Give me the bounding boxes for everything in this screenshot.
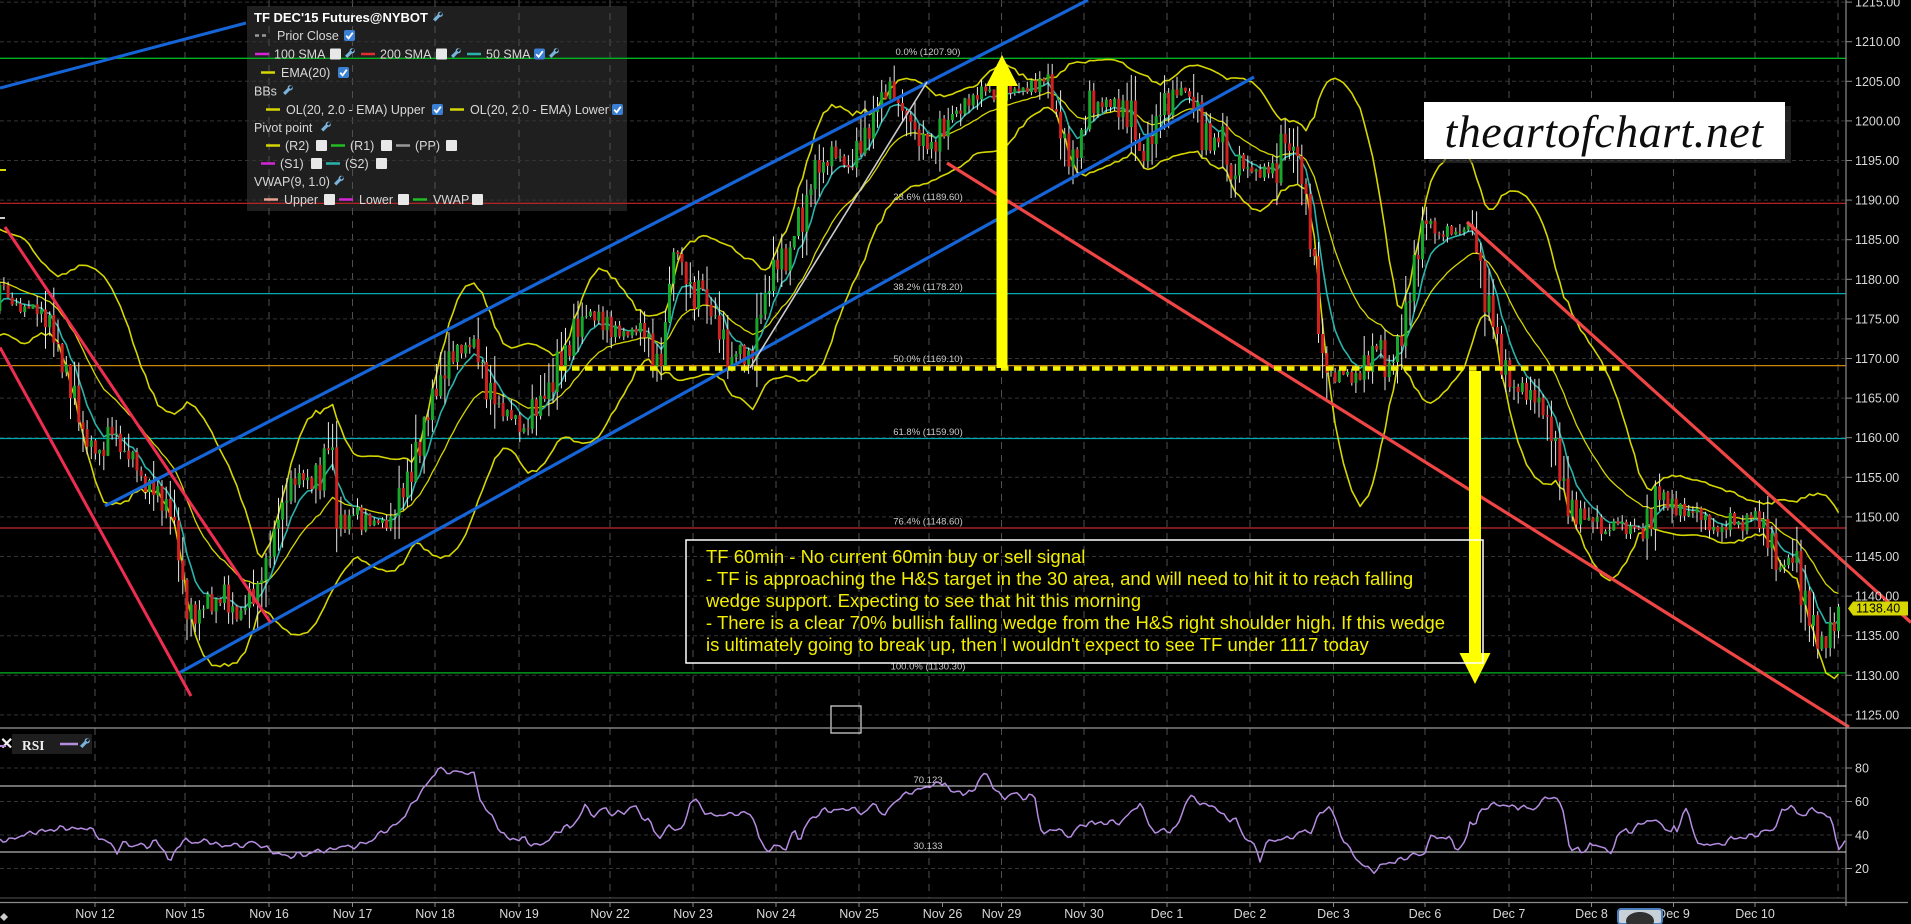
- svg-text:VWAP: VWAP: [433, 193, 469, 207]
- svg-text:80: 80: [1855, 762, 1869, 776]
- svg-text:1155.00: 1155.00: [1855, 471, 1899, 485]
- svg-text:70.123: 70.123: [913, 775, 942, 786]
- svg-text:is ultimately going to break u: is ultimately going to break up, then I …: [706, 634, 1369, 655]
- svg-text:Lower: Lower: [359, 193, 393, 207]
- svg-text:1185.00: 1185.00: [1855, 233, 1899, 247]
- svg-text:theartofchart.net: theartofchart.net: [1445, 106, 1765, 157]
- svg-text:50 SMA: 50 SMA: [486, 48, 531, 62]
- svg-text:30.133: 30.133: [913, 841, 942, 852]
- svg-text:(S2): (S2): [345, 157, 369, 171]
- svg-text:1175.00: 1175.00: [1855, 312, 1899, 326]
- svg-text:(S1): (S1): [280, 157, 304, 171]
- svg-text:1125.00: 1125.00: [1855, 708, 1899, 722]
- svg-text:1210.00: 1210.00: [1855, 35, 1900, 49]
- svg-text:Dec 2: Dec 2: [1234, 907, 1267, 921]
- svg-text:60: 60: [1855, 795, 1869, 809]
- svg-text:1200.00: 1200.00: [1855, 114, 1900, 128]
- svg-text:1160.00: 1160.00: [1855, 431, 1899, 445]
- svg-text:Nov 24: Nov 24: [756, 907, 796, 921]
- svg-text:Pivot point: Pivot point: [254, 121, 313, 135]
- svg-text:VWAP(9, 1.0): VWAP(9, 1.0): [254, 175, 330, 189]
- svg-text:TF 60min - No current 60min bu: TF 60min - No current 60min buy or sell …: [706, 546, 1085, 567]
- svg-text:Nov 29: Nov 29: [982, 907, 1022, 921]
- svg-text:Dec 3: Dec 3: [1317, 907, 1350, 921]
- svg-text:20: 20: [1855, 862, 1869, 876]
- svg-text:(PP): (PP): [415, 139, 440, 153]
- svg-text:Dec 8: Dec 8: [1575, 907, 1608, 921]
- svg-text:1170.00: 1170.00: [1855, 352, 1899, 366]
- svg-text:Nov 25: Nov 25: [839, 907, 879, 921]
- svg-text:50.0% (1169.10): 50.0% (1169.10): [893, 354, 963, 365]
- svg-text:76.4% (1148.60): 76.4% (1148.60): [893, 517, 963, 528]
- svg-text:1140.00: 1140.00: [1855, 590, 1899, 604]
- svg-text:wedge support. Expecting to se: wedge support. Expecting to see that hit…: [705, 590, 1141, 611]
- svg-text:1190.00: 1190.00: [1855, 194, 1899, 208]
- svg-text:Dec 1: Dec 1: [1151, 907, 1184, 921]
- svg-text:100 SMA: 100 SMA: [274, 48, 326, 62]
- svg-text:OL(20, 2.0 - EMA) Lower: OL(20, 2.0 - EMA) Lower: [470, 103, 609, 117]
- svg-text:1138.40: 1138.40: [1856, 602, 1900, 616]
- svg-text:Nov 18: Nov 18: [415, 907, 455, 921]
- svg-text:100.0% (1130.30): 100.0% (1130.30): [891, 661, 966, 672]
- svg-text:Nov 12: Nov 12: [75, 907, 115, 921]
- svg-text:1165.00: 1165.00: [1855, 392, 1899, 406]
- svg-text:1145.00: 1145.00: [1855, 550, 1899, 564]
- svg-text:TF DEC'15 Futures@NYBOT: TF DEC'15 Futures@NYBOT: [254, 10, 428, 25]
- svg-text:1215.00: 1215.00: [1855, 0, 1900, 10]
- svg-text:Dec 9: Dec 9: [1657, 907, 1690, 921]
- svg-text:1150.00: 1150.00: [1855, 510, 1899, 524]
- svg-text:Prior Close: Prior Close: [277, 29, 339, 43]
- svg-text:23.6% (1189.60): 23.6% (1189.60): [893, 192, 963, 203]
- svg-text:- There is a clear 70% bullish: - There is a clear 70% bullish falling w…: [706, 612, 1445, 633]
- svg-text:1205.00: 1205.00: [1855, 75, 1900, 89]
- svg-text:Nov 22: Nov 22: [590, 907, 630, 921]
- svg-text:200 SMA: 200 SMA: [380, 48, 432, 62]
- svg-text:(R2): (R2): [285, 139, 309, 153]
- svg-text:1135.00: 1135.00: [1855, 629, 1899, 643]
- svg-text:EMA(20): EMA(20): [281, 66, 330, 80]
- svg-text:BBs: BBs: [254, 85, 277, 99]
- svg-text:61.8% (1159.90): 61.8% (1159.90): [893, 427, 963, 438]
- svg-text:Nov 19: Nov 19: [499, 907, 539, 921]
- svg-text:Dec 7: Dec 7: [1493, 907, 1526, 921]
- svg-text:✕: ✕: [0, 736, 13, 753]
- svg-text:Dec 10: Dec 10: [1735, 907, 1775, 921]
- svg-text:Dec 6: Dec 6: [1409, 907, 1442, 921]
- svg-text:1195.00: 1195.00: [1855, 154, 1899, 168]
- svg-text:- TF is approaching the H&S ta: - TF is approaching the H&S target in th…: [706, 568, 1413, 589]
- svg-text:Upper: Upper: [284, 193, 318, 207]
- svg-text:Nov 15: Nov 15: [165, 907, 205, 921]
- svg-text:0.0% (1207.90): 0.0% (1207.90): [896, 47, 961, 58]
- svg-text:Nov 30: Nov 30: [1064, 907, 1104, 921]
- svg-text:38.2% (1178.20): 38.2% (1178.20): [893, 282, 963, 293]
- svg-text:Nov 26: Nov 26: [923, 907, 963, 921]
- svg-text:RSI: RSI: [22, 738, 45, 753]
- svg-text:(R1): (R1): [350, 139, 374, 153]
- svg-text:OL(20, 2.0 - EMA) Upper: OL(20, 2.0 - EMA) Upper: [286, 103, 425, 117]
- svg-text:Nov 23: Nov 23: [673, 907, 713, 921]
- svg-text:40: 40: [1855, 829, 1869, 843]
- svg-text:Nov 17: Nov 17: [333, 907, 373, 921]
- svg-text:1130.00: 1130.00: [1855, 669, 1899, 683]
- svg-text:Nov 16: Nov 16: [249, 907, 289, 921]
- svg-text:1180.00: 1180.00: [1855, 273, 1899, 287]
